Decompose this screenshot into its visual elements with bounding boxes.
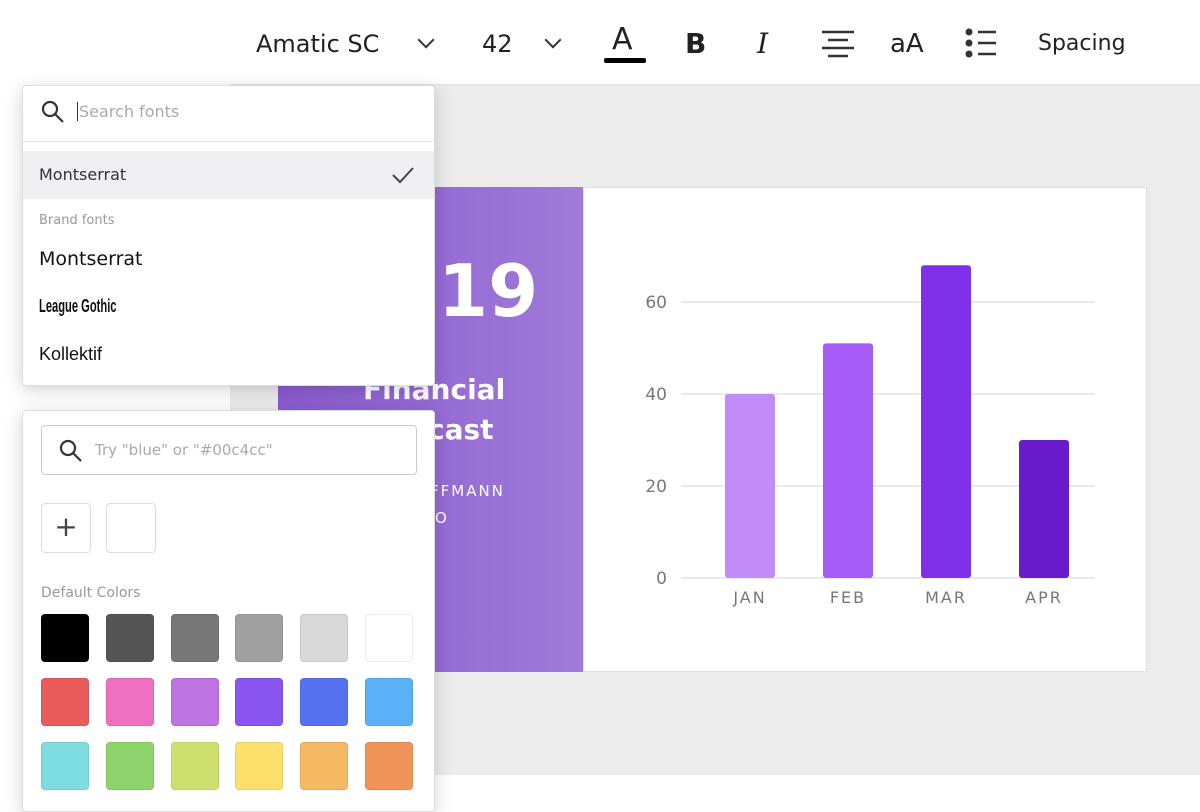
font-option[interactable]: Kollektif [39, 344, 103, 364]
x-tick-label: MAR [925, 588, 967, 607]
color-swatch[interactable] [170, 742, 219, 790]
x-tick-label: JAN [732, 588, 766, 607]
color-swatch[interactable] [365, 614, 413, 662]
design-author: FFMANN [430, 482, 505, 500]
color-swatch[interactable] [300, 614, 349, 662]
selected-row[interactable] [23, 151, 434, 199]
color-swatch[interactable] [41, 742, 89, 790]
color-search-placeholder: Try "blue" or "#00c4cc" [95, 441, 273, 459]
font-option[interactable]: League Gothic [39, 296, 117, 316]
color-swatch[interactable] [235, 742, 284, 790]
font-button[interactable]: Amatic SC [256, 30, 380, 58]
color-swatch[interactable] [105, 742, 154, 790]
y-tick-label: 20 [645, 477, 667, 497]
toolbar [230, 0, 1200, 85]
y-tick-label: 60 [645, 293, 667, 313]
chart: 0 20 40 60 JAN FEB MAR APR [583, 187, 1147, 672]
spacing-button[interactable]: Spacing [1038, 31, 1126, 56]
font-option[interactable]: Montserrat [39, 248, 143, 270]
section-label: Brand fonts [39, 213, 115, 228]
color-search[interactable] [41, 425, 417, 475]
align-icon[interactable] [820, 28, 856, 58]
y-tick-label: 0 [656, 569, 667, 589]
x-tick-label: APR [1025, 588, 1063, 607]
design-title: cast [428, 413, 494, 446]
color-swatch[interactable] [170, 678, 219, 726]
search-icon [59, 439, 82, 462]
search-icon [41, 100, 64, 123]
bar [1019, 440, 1069, 578]
color-swatch[interactable] [41, 678, 89, 726]
bar [725, 394, 775, 578]
y-tick-label: 40 [645, 385, 667, 405]
color-swatch[interactable] [105, 614, 154, 662]
italic[interactable]: I [757, 27, 769, 60]
selected-font[interactable]: Montserrat [39, 165, 127, 184]
custom-swatch[interactable] [106, 503, 156, 553]
color-swatch[interactable] [235, 614, 284, 662]
design-role: O [435, 509, 447, 527]
color-underline [604, 58, 646, 63]
color-swatch[interactable] [300, 678, 349, 726]
divider [23, 141, 434, 142]
add-color[interactable]: + [41, 503, 91, 553]
list-icon[interactable] [964, 28, 998, 58]
color-swatch[interactable] [41, 614, 89, 662]
color-swatch[interactable] [235, 678, 284, 726]
color-swatch[interactable] [365, 678, 413, 726]
case-button[interactable]: aA [890, 29, 924, 59]
bar [823, 343, 873, 578]
text-color[interactable]: A [612, 22, 633, 57]
bold[interactable]: B [685, 27, 707, 60]
design-year: 19 [438, 249, 539, 333]
font-search[interactable]: Search fonts [77, 102, 180, 121]
color-swatch[interactable] [170, 614, 219, 662]
color-picker: Try "blue" or "#00c4cc" + Default Colors [22, 410, 435, 812]
color-swatch[interactable] [105, 678, 154, 726]
check-icon [392, 167, 414, 184]
size-button[interactable]: 42 [482, 30, 513, 58]
color-swatch[interactable] [365, 742, 413, 790]
color-swatch[interactable] [300, 742, 349, 790]
font-dropdown: Search fonts Montserrat Brand fonts Mont… [22, 85, 435, 386]
bar [921, 265, 971, 578]
x-tick-label: FEB [830, 588, 866, 607]
section-label: Default Colors [41, 585, 141, 601]
